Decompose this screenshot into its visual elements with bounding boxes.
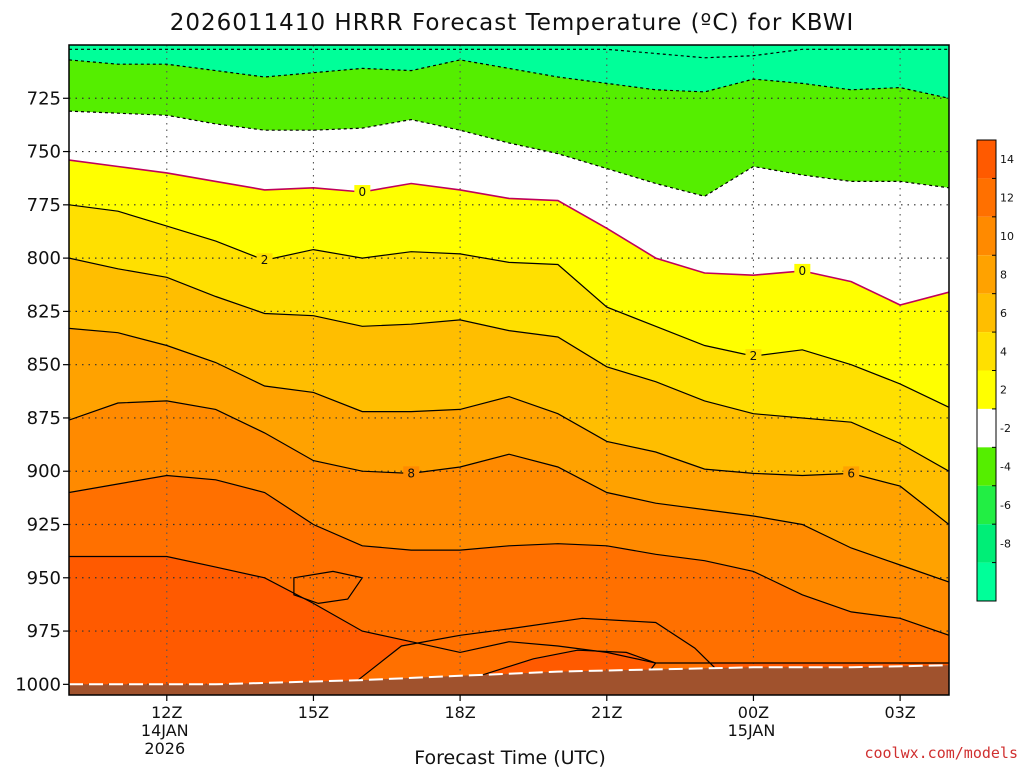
- y-tick-label: 975: [27, 621, 61, 642]
- contour-label-0: 0: [359, 185, 367, 199]
- colorbar-label: 10: [1000, 230, 1014, 243]
- colorbar-label: 14: [1000, 153, 1014, 166]
- contour-label-bg: [745, 349, 762, 364]
- colorbar-label: -8: [1000, 537, 1011, 550]
- colorbar-label: 4: [1000, 345, 1007, 358]
- colorbar-bin: [977, 140, 996, 179]
- contour-line-4: [69, 257, 949, 472]
- contour-label-bg: [794, 263, 811, 278]
- chart-title: 2026011410 HRRR Forecast Temperature (ºC…: [170, 10, 855, 36]
- contour-label-6: 6: [847, 466, 855, 480]
- contour-label-0: 0: [799, 264, 807, 278]
- colorbar-bin: [977, 447, 996, 486]
- contour-label-2: 2: [750, 349, 758, 363]
- y-axis: 725 750 775 800 825 850 875 900 925 950 975 1000: [15, 88, 69, 695]
- x-tick-label: 21Z: [591, 703, 622, 722]
- y-tick-label: 900: [27, 461, 61, 482]
- contour-line-12: [69, 555, 949, 664]
- x-axis-title: Forecast Time (UTC): [414, 747, 605, 768]
- y-tick-label: 1000: [15, 674, 61, 695]
- y-tick-label: 875: [27, 408, 61, 429]
- colorbar-bin: [977, 562, 996, 601]
- y-tick-label: 750: [27, 142, 61, 163]
- credit-text: coolwx.com/models: [864, 744, 1018, 762]
- contour-line-8: [69, 400, 949, 583]
- colorbar-label: 8: [1000, 268, 1007, 281]
- x-tick-sublabel: 2026: [144, 739, 185, 758]
- x-tick-label: 03Z: [884, 703, 915, 722]
- ground-surface: [69, 665, 949, 695]
- colorbar-bin: [977, 216, 996, 256]
- colorbar-label: -6: [1000, 499, 1011, 512]
- colorbar-bin: [977, 178, 996, 217]
- y-tick-label: 725: [27, 88, 61, 109]
- plot-frame: [68, 44, 950, 696]
- contour-label-bg: [256, 253, 273, 268]
- closed-contour-12-0: [293, 570, 364, 605]
- contour-line--6: [69, 48, 949, 59]
- colorbar-bin: [977, 370, 996, 409]
- contour-fields: 0 0 2 2 6 8: [69, 45, 949, 695]
- contour-label-bg: [354, 185, 371, 200]
- colorbar-label: -4: [1000, 461, 1011, 474]
- colorbar-legend: 14 12 10 8 6 4 2 -2 -4 -6 -8: [976, 139, 1014, 602]
- colorbar-bin: [977, 485, 996, 525]
- plot-area: 0 0 2 2 6 8: [68, 44, 950, 696]
- contour-label-bg: [843, 466, 860, 481]
- y-tick-label: 850: [27, 355, 61, 376]
- x-tick-label: 18Z: [444, 703, 475, 722]
- ground-surface-edge: [69, 664, 949, 686]
- contour-line-2: [69, 204, 949, 408]
- y-tick-label: 925: [27, 515, 61, 536]
- y-tick-label: 800: [27, 248, 61, 269]
- colorbar-bin: [977, 293, 996, 333]
- x-tick-sublabel: 15JAN: [728, 721, 776, 740]
- contour-label-2: 2: [261, 253, 269, 267]
- colorbar-bin: [977, 332, 996, 371]
- y-tick-label: 950: [27, 568, 61, 589]
- x-tick-label: 00Z: [738, 703, 769, 722]
- y-tick-label: 775: [27, 195, 61, 216]
- contour-line-6: [69, 327, 949, 525]
- gridlines: [69, 45, 949, 695]
- colorbar-bin: [977, 524, 996, 563]
- contour-line--2: [69, 110, 949, 197]
- x-tick-sublabel: 14JAN: [141, 721, 189, 740]
- colorbar-label: 12: [1000, 192, 1014, 205]
- contour-label-8: 8: [407, 466, 415, 480]
- x-tick-label: 12Z: [151, 703, 182, 722]
- contour-line-10: [69, 474, 949, 636]
- y-tick-label: 825: [27, 301, 61, 322]
- colorbar-bin: [977, 255, 996, 294]
- colorbar-label: 6: [1000, 307, 1007, 320]
- colorbar-label: -2: [1000, 422, 1011, 435]
- contour-label-bg: [403, 466, 420, 481]
- colorbar-label: 2: [1000, 384, 1007, 397]
- contour-line--4: [69, 59, 949, 99]
- colorbar-bin: [977, 408, 996, 448]
- x-tick-label: 15Z: [298, 703, 329, 722]
